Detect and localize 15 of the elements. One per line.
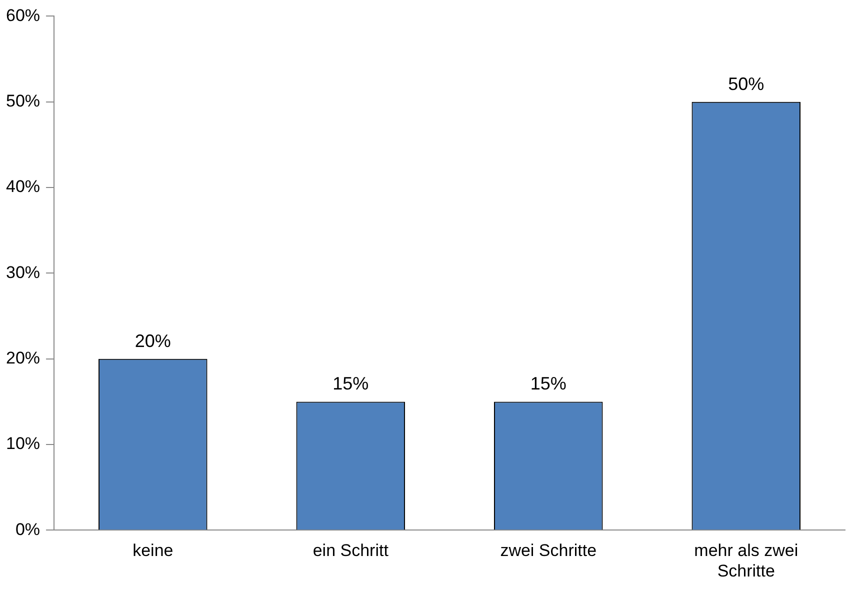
y-tick-label: 50%: [6, 92, 40, 111]
x-tick-label: zwei Schritte: [500, 541, 597, 560]
y-tick-label: 40%: [6, 177, 40, 196]
y-tick-label: 60%: [6, 6, 40, 25]
data-label: 20%: [134, 330, 171, 351]
data-label: 15%: [530, 374, 566, 394]
data-label: 50%: [728, 74, 764, 94]
y-tick-label: 0%: [15, 520, 40, 539]
y-tick-label: 30%: [6, 262, 40, 282]
x-tick-label: ein Schritt: [312, 541, 389, 560]
y-tick-label: 10%: [6, 434, 40, 454]
x-tick-label: mehr als zwei Schritte: [694, 541, 798, 580]
data-label: 15%: [332, 374, 369, 394]
y-tick-label: 20%: [6, 348, 40, 368]
x-tick-label: keine: [132, 541, 174, 560]
